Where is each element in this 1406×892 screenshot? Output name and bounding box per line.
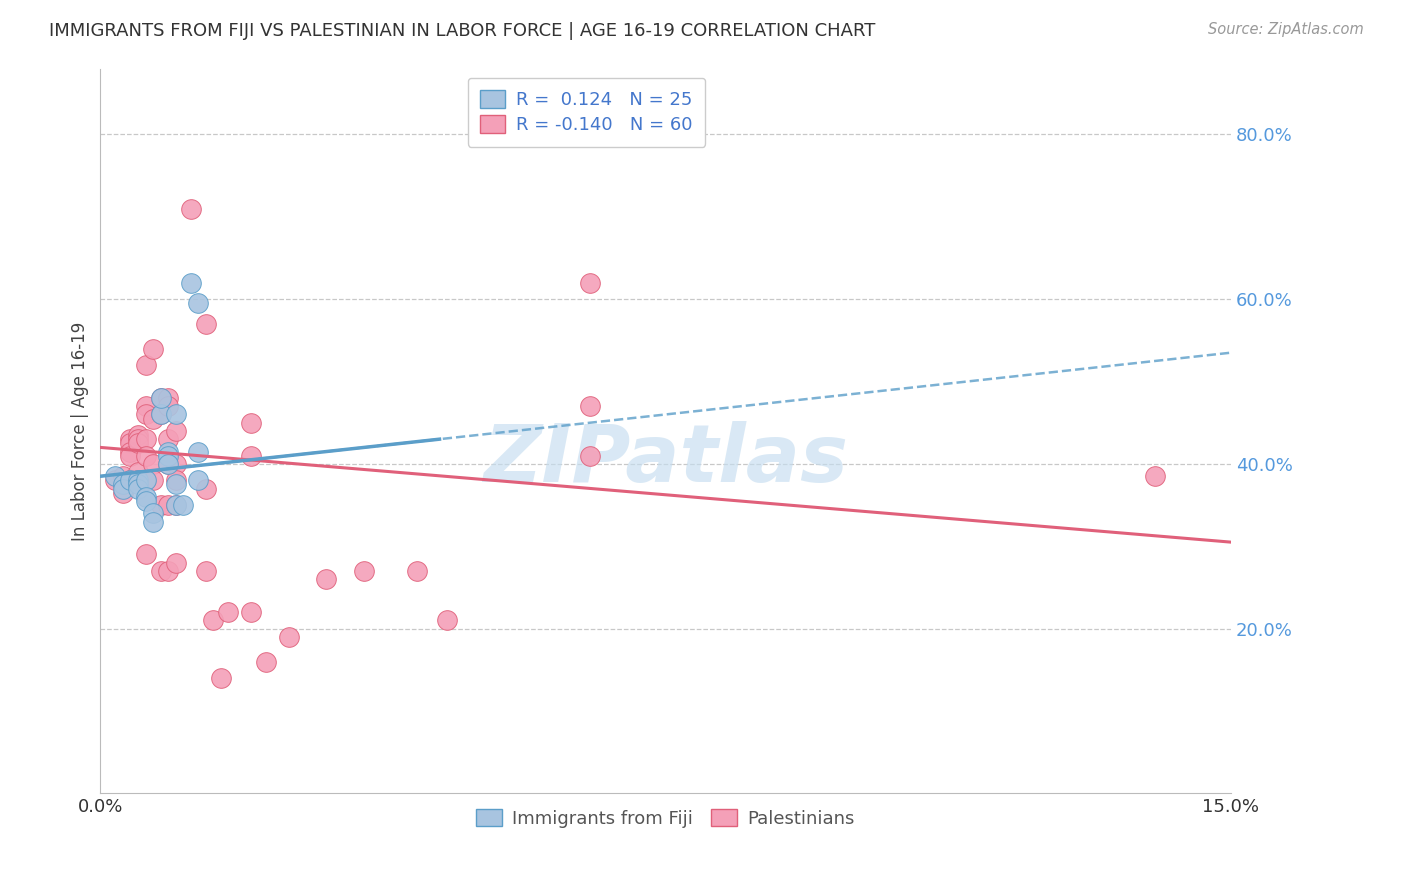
Point <box>135 474 157 488</box>
Point <box>104 474 127 488</box>
Point <box>111 469 134 483</box>
Point <box>120 474 142 488</box>
Point <box>111 482 134 496</box>
Point <box>120 444 142 458</box>
Point <box>165 556 187 570</box>
Point <box>149 408 172 422</box>
Point <box>194 564 217 578</box>
Point <box>135 494 157 508</box>
Point <box>157 457 180 471</box>
Y-axis label: In Labor Force | Age 16-19: In Labor Force | Age 16-19 <box>72 321 89 541</box>
Point <box>111 477 134 491</box>
Point <box>202 613 225 627</box>
Point <box>254 655 277 669</box>
Point <box>240 605 263 619</box>
Point <box>165 498 187 512</box>
Point <box>127 474 149 488</box>
Point <box>217 605 239 619</box>
Point <box>406 564 429 578</box>
Point <box>127 477 149 491</box>
Text: IMMIGRANTS FROM FIJI VS PALESTINIAN IN LABOR FORCE | AGE 16-19 CORRELATION CHART: IMMIGRANTS FROM FIJI VS PALESTINIAN IN L… <box>49 22 876 40</box>
Text: Source: ZipAtlas.com: Source: ZipAtlas.com <box>1208 22 1364 37</box>
Point <box>157 498 180 512</box>
Point <box>127 465 149 479</box>
Point <box>315 572 337 586</box>
Point <box>240 449 263 463</box>
Point <box>277 630 299 644</box>
Point <box>165 498 187 512</box>
Point <box>157 449 180 463</box>
Point <box>172 498 194 512</box>
Point <box>120 474 142 488</box>
Point <box>135 548 157 562</box>
Point <box>127 482 149 496</box>
Point <box>165 457 187 471</box>
Point <box>157 391 180 405</box>
Point <box>149 564 172 578</box>
Point <box>135 474 157 488</box>
Point <box>142 506 165 520</box>
Point <box>135 358 157 372</box>
Point <box>149 391 172 405</box>
Point <box>187 444 209 458</box>
Point <box>579 399 602 413</box>
Point <box>436 613 458 627</box>
Point <box>165 477 187 491</box>
Point <box>579 276 602 290</box>
Point <box>187 296 209 310</box>
Point <box>209 671 232 685</box>
Point <box>142 411 165 425</box>
Point <box>127 428 149 442</box>
Point <box>165 424 187 438</box>
Point <box>157 399 180 413</box>
Point <box>135 490 157 504</box>
Point <box>157 457 180 471</box>
Text: ZIPatlas: ZIPatlas <box>484 421 848 499</box>
Point <box>135 399 157 413</box>
Point <box>142 342 165 356</box>
Point <box>111 485 134 500</box>
Point <box>1144 469 1167 483</box>
Point <box>149 498 172 512</box>
Point <box>135 408 157 422</box>
Point <box>135 432 157 446</box>
Point <box>165 474 187 488</box>
Point <box>180 202 202 216</box>
Point <box>194 482 217 496</box>
Point <box>194 317 217 331</box>
Point <box>127 436 149 450</box>
Point <box>104 469 127 483</box>
Point <box>142 515 165 529</box>
Point <box>142 474 165 488</box>
Point <box>579 449 602 463</box>
Point <box>120 432 142 446</box>
Point <box>165 408 187 422</box>
Point <box>180 276 202 290</box>
Point <box>127 432 149 446</box>
Point <box>120 449 142 463</box>
Point <box>353 564 375 578</box>
Point <box>127 474 149 488</box>
Point <box>187 474 209 488</box>
Point <box>240 416 263 430</box>
Legend: Immigrants from Fiji, Palestinians: Immigrants from Fiji, Palestinians <box>470 802 862 835</box>
Point <box>149 408 172 422</box>
Point <box>157 432 180 446</box>
Point <box>142 457 165 471</box>
Point <box>157 564 180 578</box>
Point <box>111 477 134 491</box>
Point <box>135 449 157 463</box>
Point <box>120 436 142 450</box>
Point <box>149 391 172 405</box>
Point <box>157 444 180 458</box>
